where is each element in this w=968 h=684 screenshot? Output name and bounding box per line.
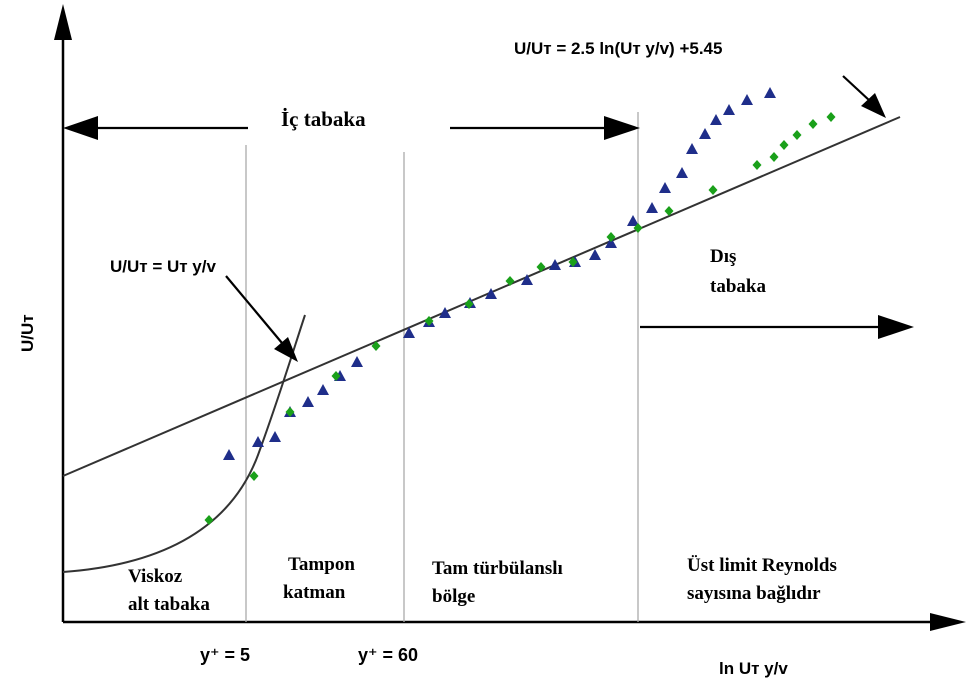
triangle-point-5 (317, 384, 329, 395)
log-law-line (62, 116, 901, 477)
equation-pointers (225, 75, 886, 362)
diamond-point-19 (826, 112, 836, 122)
diamond-point-0 (204, 515, 214, 525)
diamond-point-12 (664, 206, 674, 216)
triangle-point-18 (627, 215, 639, 226)
label-upper-1: Üst limit Reynolds (687, 555, 837, 576)
inner-layer-arrow (63, 116, 640, 140)
label-turbulent-2: bölge (432, 586, 475, 607)
label-buffer-2: katman (283, 582, 346, 603)
region-dividers (245, 112, 639, 622)
diamond-point-11 (633, 223, 643, 233)
diamond-point-13 (708, 185, 718, 195)
triangle-point-24 (710, 114, 722, 125)
diamond-point-1 (249, 471, 259, 481)
label-inner-layer: İç tabaka (281, 107, 366, 131)
triangle-point-13 (521, 274, 533, 285)
outer-layer-arrow (640, 315, 914, 339)
label-outer-layer-2: tabaka (710, 276, 766, 297)
triangle-point-4 (302, 396, 314, 407)
x-axis-arrowhead (930, 613, 966, 631)
triangle-point-16 (589, 249, 601, 260)
tick-label-y-plus-5: y⁺ = 5 (200, 645, 250, 665)
triangle-point-25 (723, 104, 735, 115)
diamond-point-2 (285, 407, 295, 417)
label-buffer-1: Tampon (288, 554, 355, 575)
triangle-point-7 (351, 356, 363, 367)
triangle-point-23 (699, 128, 711, 139)
triangle-point-8 (403, 327, 415, 338)
triangle-point-26 (741, 94, 753, 105)
x-axis-label: ln Uт y/v (719, 659, 788, 678)
y-axis-arrowhead (54, 4, 72, 40)
tick-label-y-plus-60: y⁺ = 60 (358, 645, 418, 665)
label-viscous-1: Viskoz (128, 566, 183, 587)
axes (54, 4, 966, 631)
label-viscous-2: alt tabaka (128, 594, 210, 615)
diamond-point-10 (606, 232, 616, 242)
triangle-point-14 (549, 259, 561, 270)
label-turbulent-1: Tam türbülanslı (432, 558, 563, 579)
triangle-point-17 (605, 237, 617, 248)
diamond-point-6 (464, 299, 474, 309)
diamond-point-4 (371, 341, 381, 351)
viscous-curve (62, 314, 306, 573)
y-axis-label: U/Uт (18, 314, 37, 352)
diamond-point-15 (769, 152, 779, 162)
data-series (204, 87, 836, 525)
equation-log-law: U/Uт = 2.5 ln(Uт y/v) +5.45 (514, 39, 722, 58)
diamond-point-9 (568, 257, 578, 267)
diamond-point-3 (331, 371, 341, 381)
diamond-point-18 (808, 119, 818, 129)
triangle-point-2 (269, 431, 281, 442)
diamond-point-8 (536, 262, 546, 272)
triangle-point-27 (764, 87, 776, 98)
label-upper-2: sayısına bağlıdır (687, 583, 821, 604)
triangle-point-21 (676, 167, 688, 178)
triangle-point-0 (223, 449, 235, 460)
triangle-point-22 (686, 143, 698, 154)
diamond-point-17 (792, 130, 802, 140)
label-outer-layer-1: Dış (710, 246, 736, 267)
triangle-point-19 (646, 202, 658, 213)
triangle-point-20 (659, 182, 671, 193)
diamond-point-5 (424, 316, 434, 326)
equation-viscous: U/Uт = Uт y/v (110, 257, 216, 276)
triangle-point-12 (485, 288, 497, 299)
diamond-point-16 (779, 140, 789, 150)
diamond-point-14 (752, 160, 762, 170)
triangle-point-10 (439, 307, 451, 318)
triangle-point-1 (252, 436, 264, 447)
diamond-point-7 (505, 276, 515, 286)
